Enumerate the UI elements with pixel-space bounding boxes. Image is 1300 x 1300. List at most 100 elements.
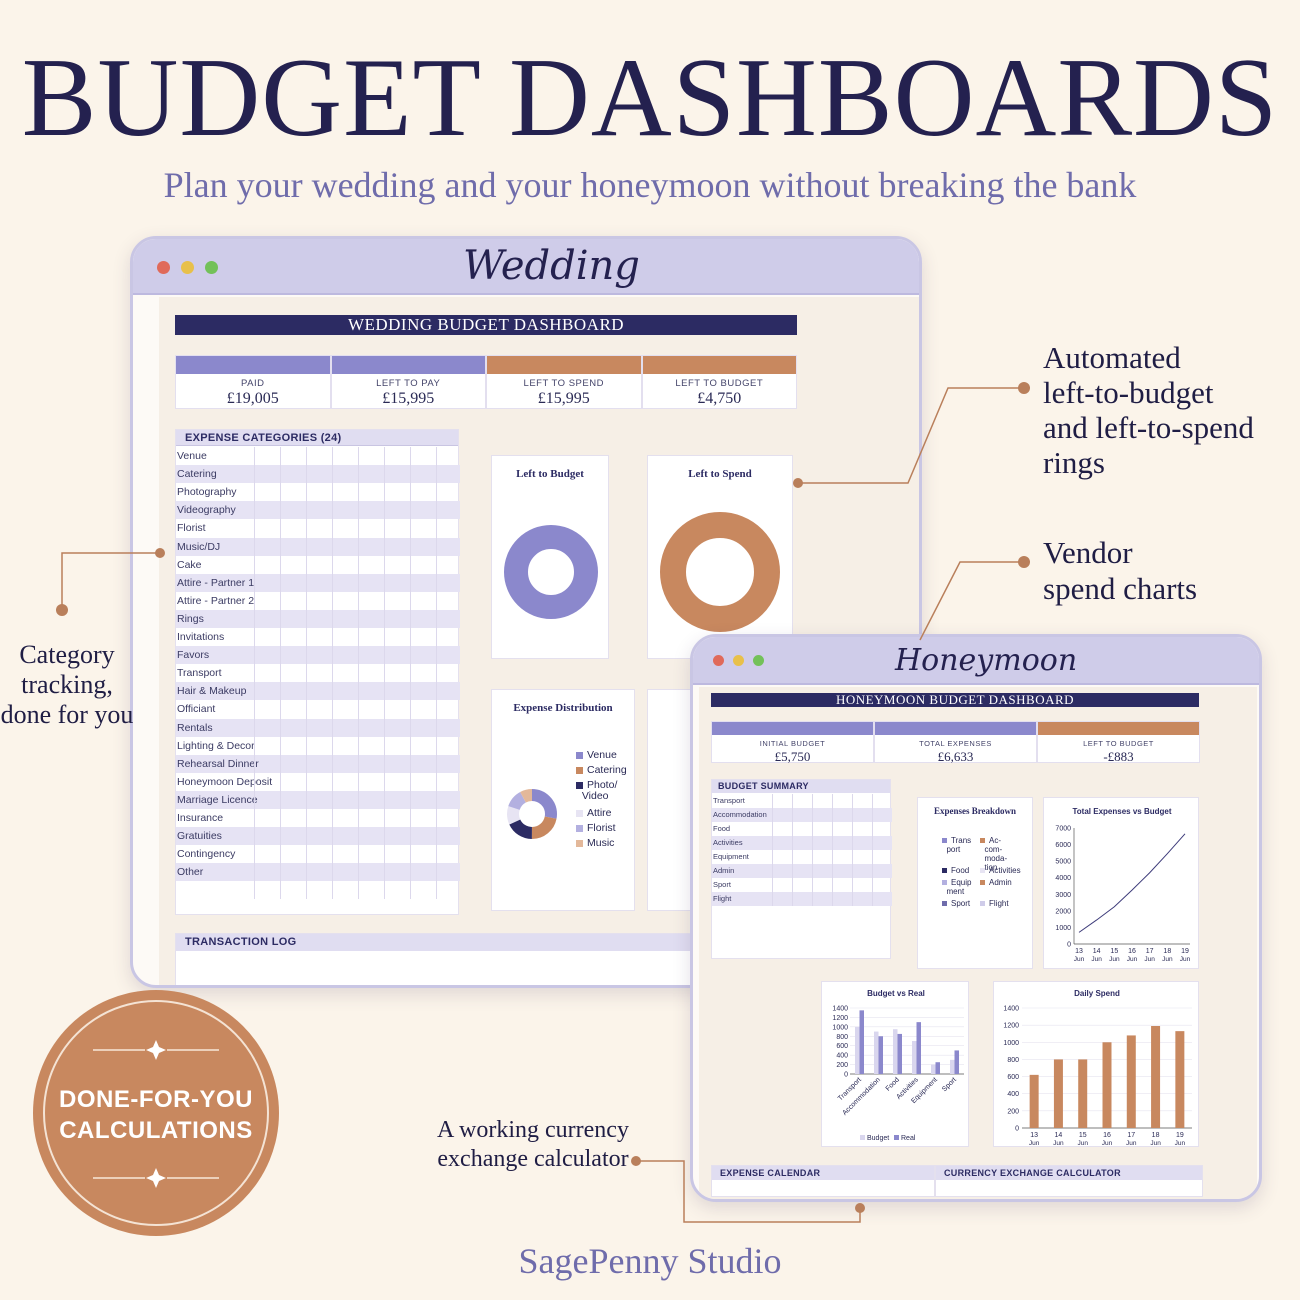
y-tick-label: 200: [836, 1062, 848, 1069]
annotation-rings: Automated left-to-budget and left-to-spe…: [1043, 340, 1254, 480]
y-tick-label: 600: [836, 1043, 848, 1050]
stat-label: LEFT TO BUDGET: [675, 378, 764, 389]
y-tick-label: 6000: [1055, 842, 1071, 849]
left-to-budget-ring: [504, 525, 598, 619]
stat-card: INITIAL BUDGET £5,750: [711, 721, 874, 764]
close-window-button[interactable]: [713, 655, 724, 666]
stat-label: INITIAL BUDGET: [759, 739, 826, 748]
currency-calculator-panel[interactable]: CURRENCY EXCHANGE CALCULATOR: [935, 1165, 1203, 1197]
bar: [1029, 1074, 1039, 1128]
stat-card: PAID £19,005: [175, 355, 331, 409]
legend-item: Equip ment: [942, 878, 971, 896]
honeymoon-titlebar: Honeymoon: [693, 637, 1259, 685]
grid-line: [832, 794, 833, 906]
summary-row: Activities: [712, 836, 892, 850]
y-tick-label: 400: [1007, 1091, 1019, 1098]
bar: [1053, 1059, 1063, 1128]
x-tick-label: 18: [1152, 1132, 1160, 1139]
stat-value: £6,633: [937, 748, 974, 764]
x-tick-label: Jun: [1175, 1140, 1186, 1147]
stat-card: LEFT TO SPEND £15,995: [486, 355, 642, 409]
grid-line: [852, 794, 853, 906]
legend-label: Food: [951, 866, 970, 875]
y-tick-label: 0: [1015, 1126, 1019, 1133]
bar: [1078, 1059, 1088, 1128]
bar: [893, 1029, 898, 1074]
chart-title: Total Expenses vs Budget: [1073, 807, 1172, 816]
stat-label: LEFT TO BUDGET: [1083, 739, 1154, 748]
y-tick-label: 4000: [1055, 875, 1071, 882]
legend-item: Ac- com- moda- tion: [980, 836, 1007, 872]
x-tick-label: 14: [1055, 1132, 1063, 1139]
bar: [931, 1064, 936, 1074]
summary-row: Food: [713, 824, 731, 833]
x-tick-label: 18: [1163, 948, 1171, 955]
legend-swatch: [576, 766, 583, 774]
stat-color-bar: [1038, 722, 1199, 735]
annotation-line: spend charts: [1043, 571, 1198, 606]
grid-line: [772, 794, 773, 906]
leader-dot: [855, 1203, 865, 1213]
minimize-window-button[interactable]: [181, 261, 194, 274]
panel-title: Left to Spend: [688, 468, 752, 480]
maximize-window-button[interactable]: [753, 655, 764, 666]
stat-value: £5,750: [774, 748, 811, 764]
pie-slice: [507, 789, 557, 839]
bar: [912, 1041, 917, 1074]
legend-swatch: [576, 824, 583, 832]
window-title: Wedding: [463, 243, 640, 289]
x-tick-label: 19: [1181, 948, 1189, 955]
category-row: Rings: [176, 609, 460, 628]
category-row: Attire - Partner 1: [176, 573, 460, 592]
x-tick-label: Jun: [1144, 956, 1155, 963]
bar: [1126, 1035, 1136, 1128]
grid-line: [332, 447, 333, 899]
category-row: Marriage Licence: [176, 790, 460, 809]
annotation-currency: A working currency exchange calculator: [420, 1116, 646, 1174]
legend-item: Admin: [980, 878, 1012, 887]
budget-vs-real-chart: Budget vs Real0200400600800100012001400T…: [832, 989, 964, 1142]
x-tick-label: 14: [1093, 948, 1101, 955]
legend-swatch: [942, 838, 947, 844]
legend-item: Florist: [576, 823, 616, 834]
summary-list: Transport Accommodation Food Activities Equi…: [712, 794, 892, 906]
total-vs-budget-panel: Total Expenses vs Budget 0 1000 2000 3000 400…: [1043, 797, 1199, 969]
legend-item: Trans port: [942, 836, 971, 854]
stat-value: -£883: [1103, 748, 1134, 764]
bar: [1151, 1026, 1161, 1128]
x-tick-label: 16: [1128, 948, 1136, 955]
annotation-line: A working currency: [437, 1117, 629, 1143]
bar: [1102, 1042, 1112, 1128]
daily-spend-panel: Daily Spend 0 200 400 600 800 1000 1200 1400 13 Ju…: [993, 981, 1199, 1147]
leader-dot: [155, 548, 165, 558]
legend-label: Real: [901, 1135, 916, 1142]
stat-value: £19,005: [226, 389, 279, 407]
y-tick-label: 400: [836, 1053, 848, 1060]
page-title: BUDGET DASHBOARDS: [21, 36, 1279, 160]
close-window-button[interactable]: [157, 261, 170, 274]
legend-swatch: [894, 1135, 899, 1140]
legend-swatch: [942, 901, 947, 907]
ring-slice-left-to-budget: [504, 525, 598, 619]
annotation-line: left-to-budget: [1043, 375, 1214, 410]
maximize-window-button[interactable]: [205, 261, 218, 274]
pie-slice: [507, 789, 557, 839]
summary-row: Accommodation: [712, 808, 892, 822]
minimize-window-button[interactable]: [733, 655, 744, 666]
section-header: BUDGET SUMMARY: [712, 780, 890, 793]
category-row: Cake: [177, 558, 202, 571]
x-tick-label: 13: [1030, 1132, 1038, 1139]
legend-swatch: [576, 809, 583, 817]
x-tick-label: Jun: [1077, 1140, 1088, 1147]
grid-line: [384, 447, 385, 899]
legend-swatch: [980, 901, 985, 907]
bar: [897, 1033, 902, 1074]
stat-label: PAID: [241, 378, 265, 389]
series-line: [1078, 833, 1186, 933]
legend-label: Equip ment: [946, 878, 972, 896]
x-tick-label: 16: [1103, 1132, 1111, 1139]
leader-vendor: [919, 561, 1024, 641]
category-row: Honeymoon Deposit: [177, 775, 273, 788]
badge-ring: [43, 1000, 269, 1226]
category-list: Venue Catering Photography Videography Flori…: [176, 447, 460, 899]
